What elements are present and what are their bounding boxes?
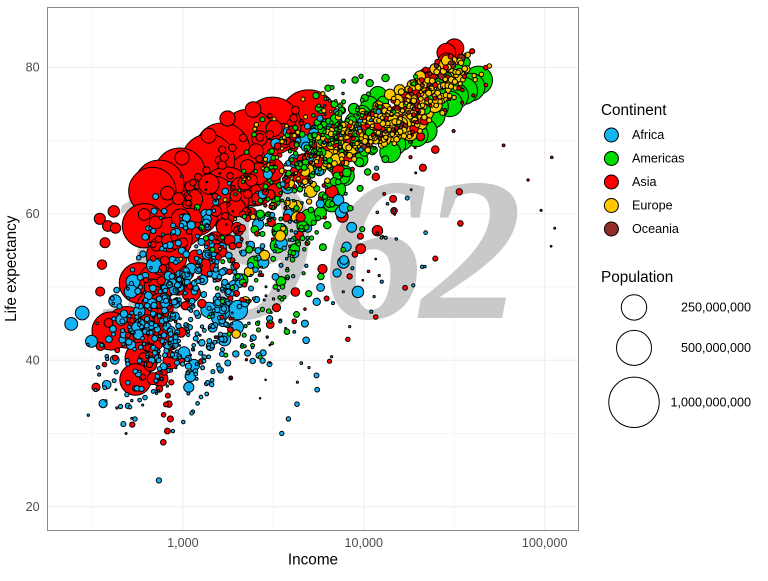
- svg-text:1,000,000,000: 1,000,000,000: [670, 396, 751, 410]
- svg-text:20: 20: [26, 500, 40, 514]
- svg-text:Income: Income: [288, 552, 338, 569]
- svg-text:1,000: 1,000: [167, 536, 199, 550]
- svg-text:Life expectancy: Life expectancy: [3, 215, 20, 322]
- svg-text:Africa: Africa: [632, 128, 664, 142]
- svg-text:Population: Population: [601, 269, 673, 286]
- svg-text:Oceania: Oceania: [632, 222, 679, 236]
- svg-text:100,000: 100,000: [522, 536, 568, 550]
- svg-text:80: 80: [26, 61, 40, 75]
- svg-text:Asia: Asia: [632, 175, 657, 189]
- svg-text:250,000,000: 250,000,000: [681, 301, 751, 315]
- svg-text:60: 60: [26, 207, 40, 221]
- svg-text:10,000: 10,000: [345, 536, 384, 550]
- svg-text:Europe: Europe: [632, 199, 673, 213]
- svg-text:40: 40: [26, 354, 40, 368]
- svg-text:Continent: Continent: [601, 102, 667, 119]
- svg-text:500,000,000: 500,000,000: [681, 341, 751, 355]
- svg-text:Americas: Americas: [632, 152, 684, 166]
